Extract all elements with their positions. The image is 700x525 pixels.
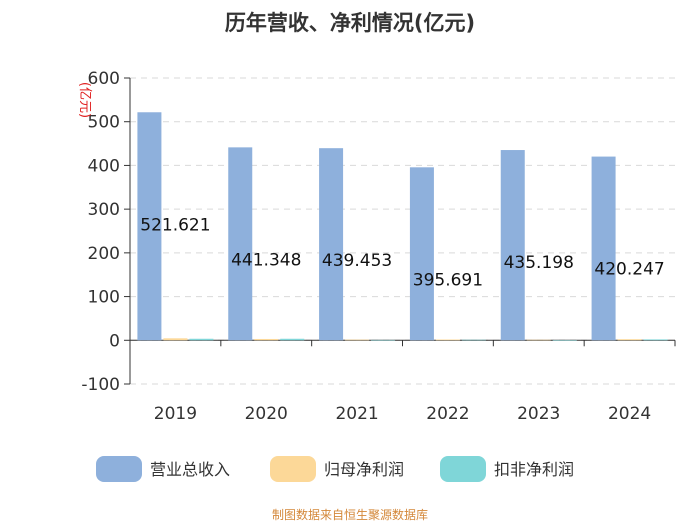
legend-label: 归母净利润 (324, 460, 404, 479)
x-tick-label: 2023 (517, 404, 560, 424)
bars (137, 112, 668, 341)
bar-3-2023 (552, 340, 577, 341)
axes: -100 0 100 200 300 400 500 600 2019 2020 2021 2022 2… (81, 69, 676, 424)
bar-2-2023 (526, 339, 551, 341)
bar-3-2020 (280, 338, 305, 341)
data-label: 521.621 (140, 215, 210, 235)
bar-1-2021 (319, 148, 344, 341)
bar-3-2019 (189, 338, 214, 341)
bar-3-2022 (461, 339, 486, 341)
y-tick-label: 300 (88, 200, 120, 220)
x-tick-label: 2020 (245, 404, 288, 424)
legend-label: 营业总收入 (150, 460, 230, 479)
bar-1-2019 (137, 112, 162, 341)
legend-item-3[interactable]: 扣非净利润 (440, 456, 574, 482)
legend-swatch (440, 456, 486, 482)
data-labels: 521.621 441.348 439.453 395.691 435.198 420.2… (140, 215, 664, 290)
y-tick-label: -100 (81, 375, 120, 395)
x-tick-label: 2019 (154, 404, 197, 424)
legend-label: 扣非净利润 (494, 460, 574, 479)
bar-1-2020 (228, 147, 253, 341)
x-tick-label: 2024 (608, 404, 651, 424)
y-axis-unit: (亿元) (77, 82, 92, 118)
legend: 营业总收入 归母净利润 扣非净利润 (96, 456, 574, 482)
y-tick-label: 500 (88, 113, 120, 133)
data-label: 435.198 (504, 253, 574, 273)
x-tick-label: 2022 (426, 404, 469, 424)
bar-2-2022 (435, 339, 460, 341)
bar-1-2024 (591, 156, 616, 341)
y-tick-label: 600 (88, 69, 120, 89)
y-tick-label: 100 (88, 288, 120, 308)
data-label: 441.348 (231, 250, 301, 270)
source-note: 制图数据来自恒生聚源数据库 (272, 507, 428, 522)
bar-2-2020 (254, 338, 279, 341)
bar-2-2024 (617, 339, 642, 341)
data-label: 439.453 (322, 251, 392, 271)
y-tick-label: 0 (109, 331, 120, 351)
legend-item-1[interactable]: 营业总收入 (96, 456, 230, 482)
y-tick-label: 400 (88, 156, 120, 176)
x-tick-label: 2021 (335, 404, 378, 424)
y-tick-label: 200 (88, 244, 120, 264)
legend-swatch (270, 456, 316, 482)
bar-2-2019 (163, 338, 188, 341)
legend-item-2[interactable]: 归母净利润 (270, 456, 404, 482)
bar-1-2022 (409, 167, 434, 341)
bar-2-2021 (345, 339, 370, 341)
chart-title: 历年营收、净利情况(亿元) (225, 11, 475, 35)
bar-3-2021 (371, 339, 396, 341)
bar-3-2024 (643, 339, 668, 341)
data-label: 395.691 (413, 270, 483, 290)
data-label: 420.247 (594, 260, 664, 280)
legend-swatch (96, 456, 142, 482)
bar-1-2023 (500, 150, 525, 341)
